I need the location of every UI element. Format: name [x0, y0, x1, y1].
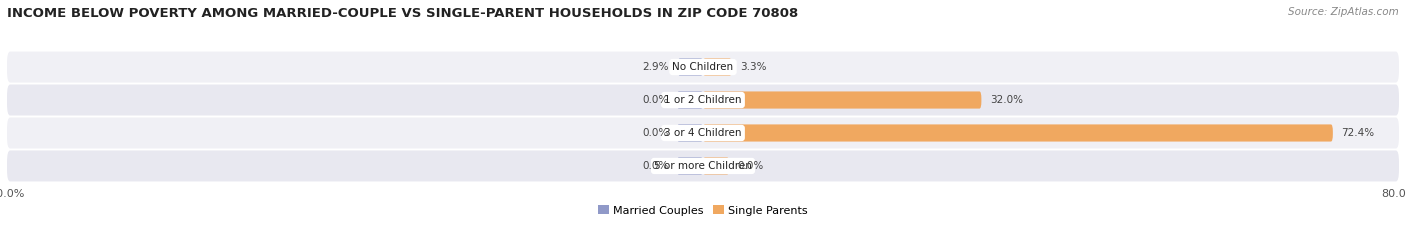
Text: 0.0%: 0.0% — [738, 161, 763, 171]
Text: 0.0%: 0.0% — [643, 128, 668, 138]
FancyBboxPatch shape — [7, 51, 1399, 82]
Text: 32.0%: 32.0% — [990, 95, 1024, 105]
Text: 2.9%: 2.9% — [643, 62, 669, 72]
Text: 72.4%: 72.4% — [1341, 128, 1375, 138]
FancyBboxPatch shape — [676, 91, 703, 109]
FancyBboxPatch shape — [676, 157, 703, 175]
FancyBboxPatch shape — [703, 91, 981, 109]
FancyBboxPatch shape — [703, 124, 1333, 142]
Text: Source: ZipAtlas.com: Source: ZipAtlas.com — [1288, 7, 1399, 17]
Text: 5 or more Children: 5 or more Children — [654, 161, 752, 171]
Text: 3 or 4 Children: 3 or 4 Children — [664, 128, 742, 138]
Legend: Married Couples, Single Parents: Married Couples, Single Parents — [593, 201, 813, 220]
FancyBboxPatch shape — [7, 151, 1399, 182]
Text: No Children: No Children — [672, 62, 734, 72]
Text: 0.0%: 0.0% — [643, 161, 668, 171]
FancyBboxPatch shape — [676, 124, 703, 142]
FancyBboxPatch shape — [703, 157, 730, 175]
Text: INCOME BELOW POVERTY AMONG MARRIED-COUPLE VS SINGLE-PARENT HOUSEHOLDS IN ZIP COD: INCOME BELOW POVERTY AMONG MARRIED-COUPL… — [7, 7, 799, 20]
FancyBboxPatch shape — [7, 117, 1399, 148]
FancyBboxPatch shape — [678, 58, 703, 76]
FancyBboxPatch shape — [7, 85, 1399, 116]
FancyBboxPatch shape — [703, 58, 731, 76]
Text: 1 or 2 Children: 1 or 2 Children — [664, 95, 742, 105]
Text: 3.3%: 3.3% — [741, 62, 766, 72]
Text: 0.0%: 0.0% — [643, 95, 668, 105]
